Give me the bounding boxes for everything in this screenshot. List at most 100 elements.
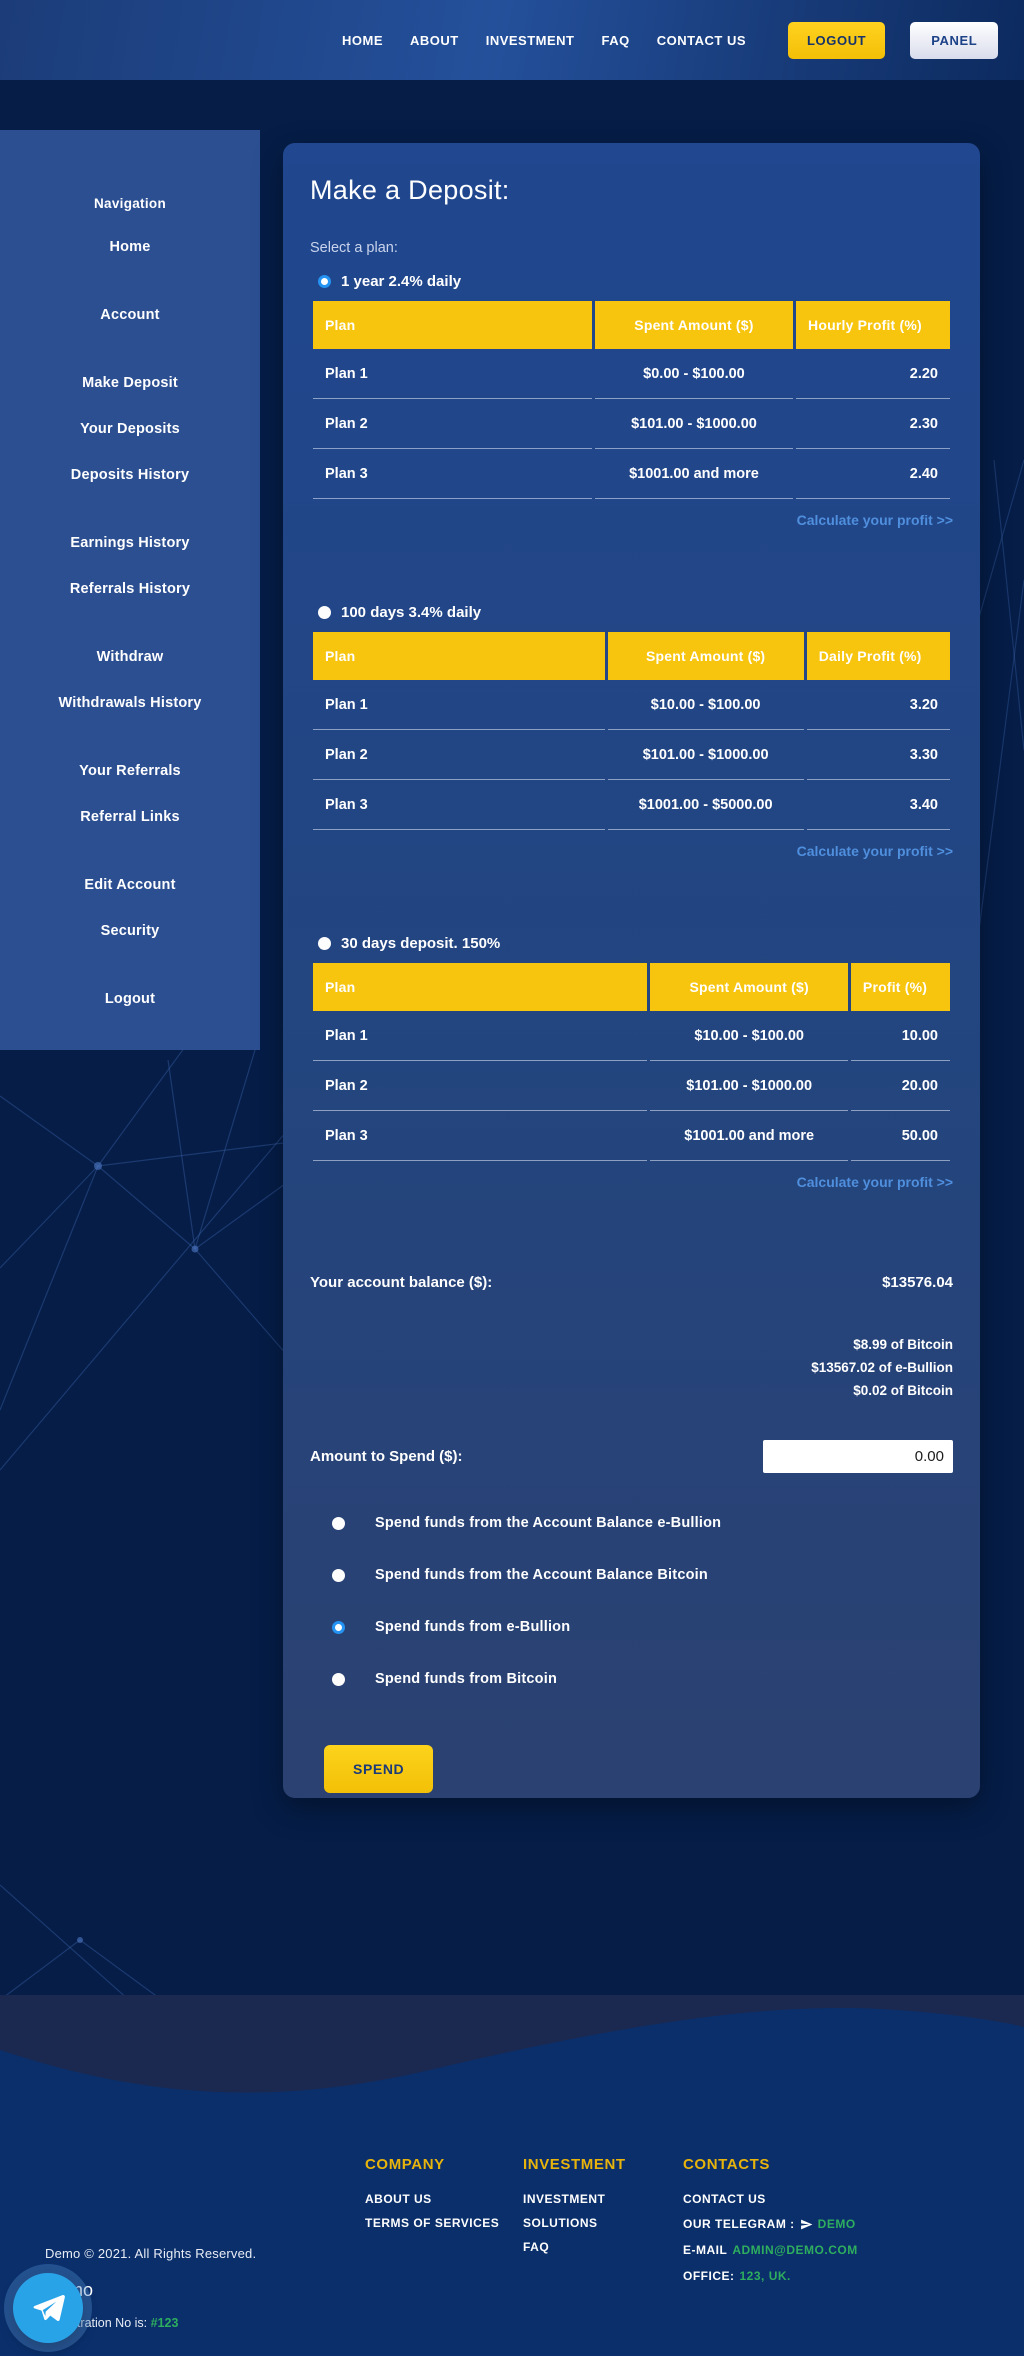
sidebar-item-account[interactable]: Account xyxy=(100,307,160,323)
nav-about[interactable]: ABOUT xyxy=(410,32,459,48)
cell-profit: 10.00 xyxy=(850,1011,950,1061)
telegram-label: OUR TELEGRAM : xyxy=(683,2217,795,2231)
email-label: E-MAIL xyxy=(683,2243,728,2257)
deposit-panel: Make a Deposit: Select a plan: 1 year 2.… xyxy=(283,143,980,1798)
plan-table-3: Plan Spent Amount ($) Profit (%) Plan 1 … xyxy=(310,963,953,1161)
sidebar-item-withdraw[interactable]: Withdraw xyxy=(96,649,164,665)
spend-option-balance-ebullion-label: Spend funds from the Account Balance e-B… xyxy=(375,1515,722,1531)
sidebar-item-make-deposit[interactable]: Make Deposit xyxy=(82,375,178,391)
spend-source-options: Spend funds from the Account Balance e-B… xyxy=(332,1515,953,1687)
office-label: OFFICE: xyxy=(683,2269,735,2283)
sidebar-title: Navigation xyxy=(93,196,166,211)
cell-amount: $101.00 - $1000.00 xyxy=(594,399,794,449)
plan-radio-2[interactable] xyxy=(318,606,331,619)
cell-profit: 2.30 xyxy=(796,399,950,449)
logout-button[interactable]: LOGOUT xyxy=(788,21,886,59)
column-header-plan: Plan xyxy=(313,963,648,1011)
spend-option-balance-bitcoin-label: Spend funds from the Account Balance Bit… xyxy=(375,1567,708,1583)
table-row: Plan 2 $101.00 - $1000.00 3.30 xyxy=(313,730,950,780)
footer-office-value[interactable]: 123, UK. xyxy=(739,2269,791,2283)
footer-link-solutions[interactable]: SOLUTIONS xyxy=(523,2216,598,2230)
sidebar-item-your-deposits[interactable]: Your Deposits xyxy=(80,421,180,437)
panel-button[interactable]: PANEL xyxy=(910,21,999,59)
column-header-spent-amount: Spent Amount ($) xyxy=(607,632,804,680)
sidebar-item-security[interactable]: Security xyxy=(100,923,160,939)
footer-link-email[interactable]: ADMIN@DEMO.COM xyxy=(732,2243,858,2257)
sidebar-item-withdrawals-history[interactable]: Withdrawals History xyxy=(58,695,202,711)
plan-radio-1-checked[interactable] xyxy=(318,275,331,288)
nav-faq[interactable]: FAQ xyxy=(601,32,630,48)
footer-link-about-us[interactable]: ABOUT US xyxy=(365,2192,432,2206)
plan-radio-3[interactable] xyxy=(318,937,331,950)
spend-radio-balance-ebullion[interactable] xyxy=(332,1516,345,1530)
sidebar-item-logout[interactable]: Logout xyxy=(104,991,156,1007)
footer-link-telegram[interactable]: DEMO xyxy=(817,2217,856,2231)
footer-link-faq[interactable]: FAQ xyxy=(523,2240,550,2254)
sidebar-item-referral-links[interactable]: Referral Links xyxy=(80,809,180,825)
cell-plan: Plan 2 xyxy=(313,730,605,780)
spend-radio-balance-bitcoin[interactable] xyxy=(332,1568,345,1582)
cell-plan: Plan 3 xyxy=(313,780,605,830)
select-plan-label: Select a plan: xyxy=(310,240,398,256)
spend-option-ebullion-label: Spend funds from e-Bullion xyxy=(375,1619,571,1635)
sidebar-item-home[interactable]: Home xyxy=(109,239,151,255)
plan-option-2[interactable]: 100 days 3.4% daily xyxy=(318,604,953,621)
amount-input[interactable] xyxy=(763,1440,953,1473)
sidebar-item-deposits-history[interactable]: Deposits History xyxy=(70,467,190,483)
spend-option-ebullion[interactable]: Spend funds from e-Bullion xyxy=(332,1619,953,1635)
sidebar: Navigation Home Account Make Deposit You… xyxy=(0,130,260,1050)
spend-option-balance-bitcoin[interactable]: Spend funds from the Account Balance Bit… xyxy=(332,1567,953,1583)
footer-column-investment: INVESTMENT INVESTMENT SOLUTIONS FAQ xyxy=(523,2156,626,2265)
amount-to-spend-row: Amount to Spend ($): xyxy=(310,1440,953,1473)
calculate-profit-link-1[interactable]: Calculate your profit >> xyxy=(796,512,953,528)
spend-button[interactable]: SPEND xyxy=(324,1745,434,1793)
footer-link-terms[interactable]: TERMS OF SERVICES xyxy=(365,2216,500,2230)
plan-option-2-label: 100 days 3.4% daily xyxy=(341,604,482,621)
nav-investment[interactable]: INVESTMENT xyxy=(485,32,575,48)
cell-amount: $0.00 - $100.00 xyxy=(594,349,794,399)
sidebar-item-your-referrals[interactable]: Your Referrals xyxy=(79,763,181,779)
main-nav: HOME ABOUT INVESTMENT FAQ CONTACT US xyxy=(342,33,746,48)
cell-plan: Plan 2 xyxy=(313,399,592,449)
plan-option-3-label: 30 days deposit. 150% xyxy=(341,935,501,952)
cell-profit: 3.30 xyxy=(806,730,950,780)
table-row: Plan 1 $10.00 - $100.00 10.00 xyxy=(313,1011,950,1061)
footer-link-investment[interactable]: INVESTMENT xyxy=(523,2192,606,2206)
balance-bitcoin-1: $8.99 of Bitcoin xyxy=(853,1337,953,1352)
spend-radio-ebullion-checked[interactable] xyxy=(332,1620,345,1634)
sidebar-item-edit-account[interactable]: Edit Account xyxy=(84,877,176,893)
column-header-daily-profit: Daily Profit (%) xyxy=(806,632,950,680)
header-buttons: LOGOUT PANEL xyxy=(788,21,999,59)
column-header-plan: Plan xyxy=(313,301,592,349)
balance-breakdown: $8.99 of Bitcoin $13567.02 of e-Bullion … xyxy=(310,1333,953,1402)
telegram-floating-button[interactable] xyxy=(13,2273,83,2343)
plan-option-1[interactable]: 1 year 2.4% daily xyxy=(318,273,953,290)
cell-plan: Plan 1 xyxy=(313,1011,648,1061)
spend-radio-bitcoin[interactable] xyxy=(332,1672,345,1686)
spend-option-bitcoin[interactable]: Spend funds from Bitcoin xyxy=(332,1671,953,1687)
calculate-profit-link-2[interactable]: Calculate your profit >> xyxy=(796,843,953,859)
footer-link-contact-us[interactable]: CONTACT US xyxy=(683,2192,766,2206)
footer-office-row: OFFICE: 123, UK. xyxy=(683,2269,858,2283)
column-header-spent-amount: Spent Amount ($) xyxy=(650,963,848,1011)
calculate-profit-link-3[interactable]: Calculate your profit >> xyxy=(796,1174,953,1190)
plan-option-3[interactable]: 30 days deposit. 150% xyxy=(318,935,953,952)
spend-option-balance-ebullion[interactable]: Spend funds from the Account Balance e-B… xyxy=(332,1515,953,1531)
sidebar-item-referrals-history[interactable]: Referrals History xyxy=(69,581,191,597)
nav-home[interactable]: HOME xyxy=(342,32,383,48)
nav-contact-us[interactable]: CONTACT US xyxy=(656,32,747,48)
footer-column-contacts: CONTACTS CONTACT US OUR TELEGRAM : DEMO … xyxy=(683,2156,858,2295)
cell-profit: 20.00 xyxy=(850,1061,950,1111)
footer-contacts-title: CONTACTS xyxy=(683,2156,771,2173)
plan-table-1: Plan Spent Amount ($) Hourly Profit (%) … xyxy=(310,301,953,499)
cell-amount: $1001.00 and more xyxy=(594,449,794,499)
table-row: Plan 1 $10.00 - $100.00 3.20 xyxy=(313,680,950,730)
cell-profit: 50.00 xyxy=(850,1111,950,1161)
footer-wave xyxy=(0,2008,1024,2356)
cell-plan: Plan 3 xyxy=(313,1111,648,1161)
telegram-plane-icon xyxy=(800,2219,813,2229)
sidebar-item-earnings-history[interactable]: Earnings History xyxy=(70,535,190,551)
cell-profit: 3.40 xyxy=(806,780,950,830)
account-balance-value: $13576.04 xyxy=(882,1274,953,1291)
page-title: Make a Deposit: xyxy=(310,175,510,205)
